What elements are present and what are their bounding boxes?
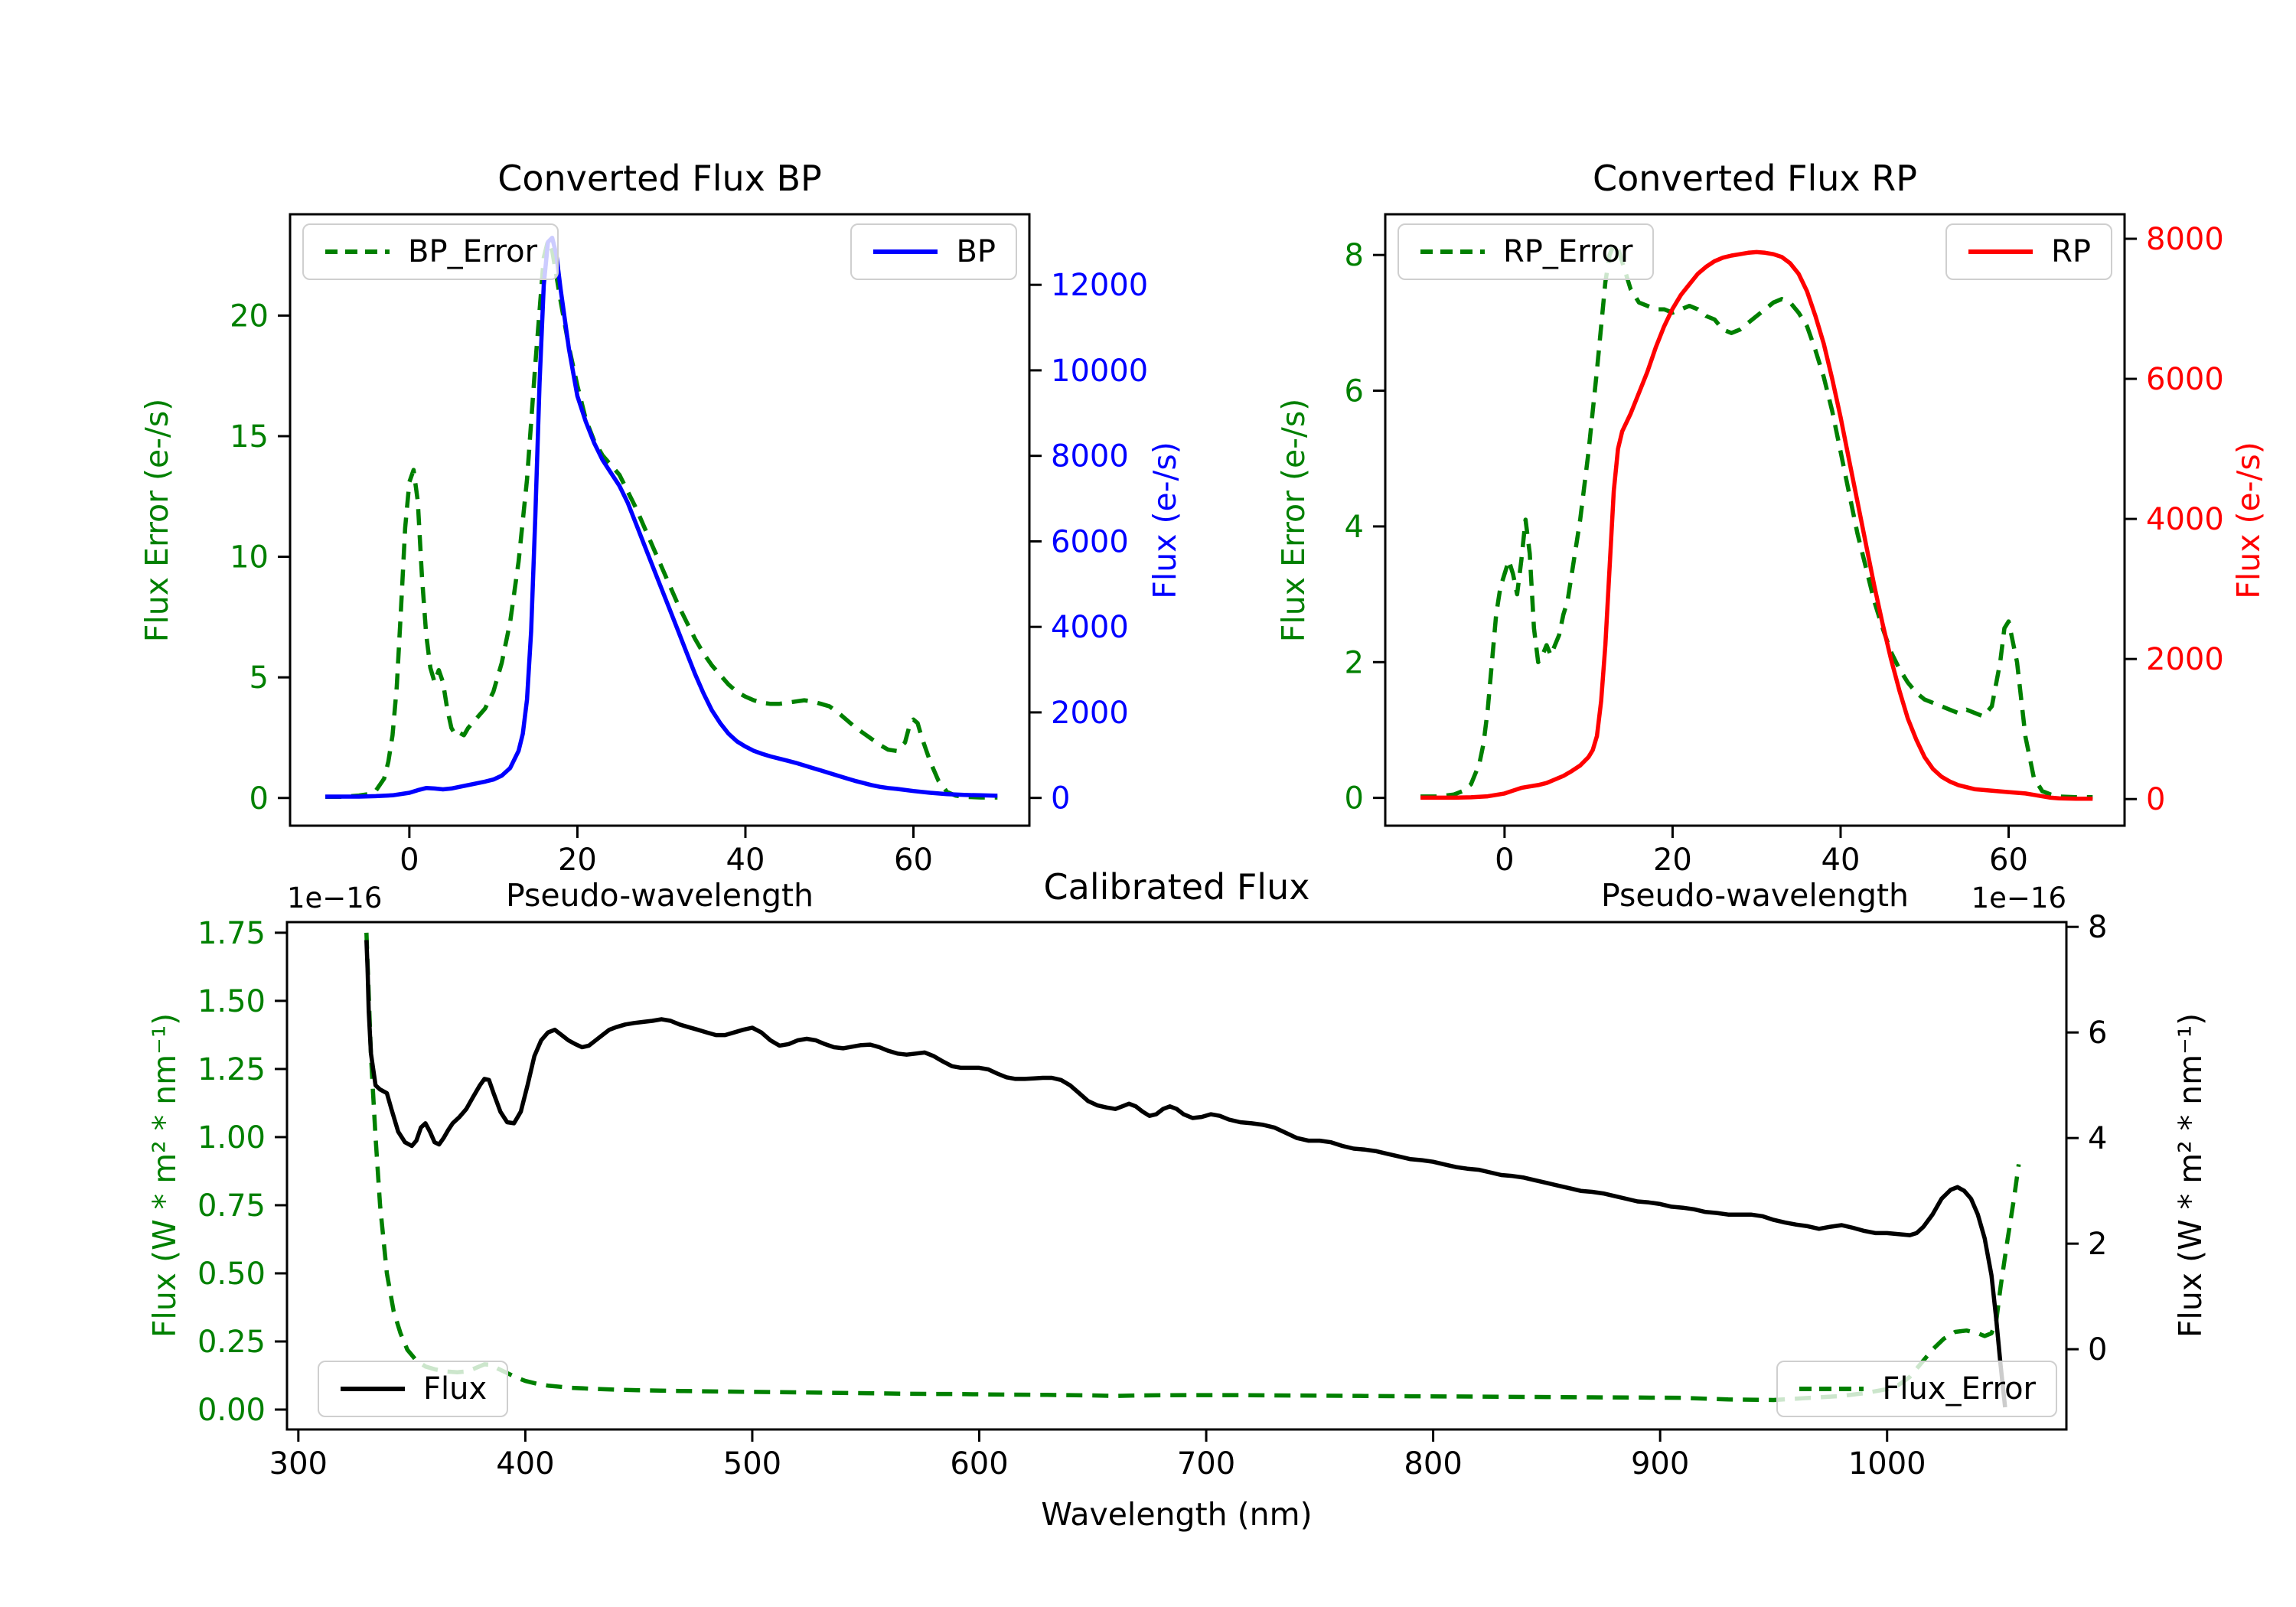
cal-ytick-right-label: 8 <box>2088 910 2107 945</box>
rp-xtick-label: 40 <box>1821 843 1861 878</box>
rp-xtick-label: 0 <box>1495 843 1514 878</box>
bp-ytick-right-label: 8000 <box>1051 439 1129 474</box>
cal-title: Calibrated Flux <box>1043 866 1310 908</box>
cal-right-axis-label: Flux (W * m² * nm⁻¹) <box>2172 1012 2209 1338</box>
bp-xtick-label: 60 <box>894 843 933 878</box>
bp-title: Converted Flux BP <box>497 158 822 199</box>
rp-panel: 0 20 40 60 0 2 4 6 8 0 2000 4000 6000 8000 RP_Error R… <box>1345 213 2224 878</box>
bp-ytick-right-label: 12000 <box>1051 268 1148 303</box>
cal-left-offset-text: 1e−16 <box>287 882 383 914</box>
flux-error-legend-sample <box>1799 1387 1864 1391</box>
rp-ytick-left-label: 8 <box>1345 238 1364 273</box>
rp-ytick-right-label: 6000 <box>2146 362 2224 397</box>
bp-ytick-right-label: 10000 <box>1051 354 1148 389</box>
cal-ytick-right-label: 0 <box>2088 1332 2107 1367</box>
rp-left-axis-label: Flux Error (e-/s) <box>1275 398 1312 643</box>
rp-error-legend-sample <box>1420 249 1485 254</box>
cal-right-offset-text: 1e−16 <box>1971 882 2066 914</box>
rp-right-axis-label: Flux (e-/s) <box>2230 442 2267 599</box>
bp-xtick-label: 20 <box>558 843 597 878</box>
rp-rp_error-line <box>1420 243 2093 800</box>
bp-ytick-right-label: 2000 <box>1051 696 1129 731</box>
cal-ytick-left-label: 0.50 <box>197 1257 266 1292</box>
flux-error-legend: Flux_Error <box>1776 1361 2057 1417</box>
cal-xtick-label: 300 <box>269 1446 328 1482</box>
cal-axes-spines <box>285 921 2068 1431</box>
bp-error-legend: BP_Error <box>302 223 559 280</box>
bp-plot-area: 0 20 40 60 0 5 10 15 20 0 2000 4000 6000 8000 10000 120… <box>230 213 1148 878</box>
bp-ytick-left-label: 5 <box>249 660 269 696</box>
flux-error-legend-label: Flux_Error <box>1882 1371 2036 1407</box>
rp-ytick-right-label: 2000 <box>2146 642 2224 677</box>
bp-ytick-left-label: 15 <box>230 419 269 455</box>
rp-plot-area: 0 20 40 60 0 2 4 6 8 0 2000 4000 6000 8000 <box>1345 213 2224 878</box>
bp-ytick-right-label: 0 <box>1051 781 1070 817</box>
flux-legend: Flux <box>318 1361 509 1417</box>
cal-xaxis-label: Wavelength (nm) <box>1041 1496 1313 1533</box>
cal-flux_error-line <box>364 932 2021 1403</box>
flux-legend-sample <box>341 1387 405 1391</box>
bp-bp-line <box>325 235 998 799</box>
bp-right-axis-label: Flux (e-/s) <box>1146 442 1183 599</box>
rp-title: Converted Flux RP <box>1593 158 1917 199</box>
bp-legend: BP <box>850 223 1017 280</box>
bp-ytick-left-label: 0 <box>249 781 269 817</box>
cal-xtick-label: 700 <box>1177 1446 1235 1482</box>
rp-ytick-left-label: 0 <box>1345 781 1364 817</box>
cal-ytick-left-label: 1.00 <box>197 1120 266 1156</box>
rp-ytick-left-label: 2 <box>1345 645 1364 680</box>
bp-xtick-label: 40 <box>726 843 765 878</box>
bp-xaxis-label: Pseudo-wavelength <box>505 877 814 914</box>
cal-flux-line <box>364 940 2007 1408</box>
bp-panel: 0 20 40 60 0 5 10 15 20 0 2000 4000 6000 8000 10000 120… <box>230 213 1148 878</box>
bp-bp_error-line <box>325 238 998 800</box>
cal-ytick-right-label: 4 <box>2088 1121 2107 1156</box>
bp-error-legend-label: BP_Error <box>408 234 538 269</box>
rp-ytick-right-label: 0 <box>2146 782 2165 817</box>
cal-ytick-left-label: 1.50 <box>197 984 266 1019</box>
cal-xtick-label: 800 <box>1404 1446 1462 1482</box>
rp-xaxis-label: Pseudo-wavelength <box>1600 877 1910 914</box>
rp-legend-label: RP <box>2051 234 2091 269</box>
cal-xtick-label: 1000 <box>1848 1446 1926 1482</box>
cal-xtick-label: 500 <box>723 1446 781 1482</box>
rp-ytick-right-label: 4000 <box>2146 502 2224 537</box>
bp-ytick-right-label: 6000 <box>1051 524 1129 559</box>
rp-ytick-left-label: 4 <box>1345 510 1364 545</box>
bp-ytick-right-label: 4000 <box>1051 610 1129 645</box>
rp-ytick-right-label: 8000 <box>2146 222 2224 257</box>
cal-ytick-right-label: 6 <box>2088 1015 2107 1051</box>
rp-xtick-label: 20 <box>1653 843 1692 878</box>
bp-left-axis-label: Flux Error (e-/s) <box>139 398 175 643</box>
bp-xtick-label: 0 <box>400 843 419 878</box>
bp-error-legend-sample <box>325 249 390 254</box>
cal-ytick-left-label: 0.00 <box>197 1393 266 1428</box>
rp-xtick-label: 60 <box>1989 843 2028 878</box>
cal-ytick-left-label: 0.75 <box>197 1188 266 1224</box>
rp-error-legend-label: RP_Error <box>1503 234 1633 269</box>
bp-ytick-left-label: 10 <box>230 540 269 575</box>
cal-left-axis-label: Flux (W * m² * nm⁻¹) <box>146 1012 183 1338</box>
cal-plot-area: 300 400 500 600 700 800 900 1000 0.00 0.25 0.50 0.7… <box>197 910 2108 1482</box>
rp-legend: RP <box>1945 223 2112 280</box>
bp-legend-sample <box>873 249 938 254</box>
cal-ytick-right-label: 2 <box>2088 1227 2107 1262</box>
cal-ytick-left-label: 1.25 <box>197 1052 266 1087</box>
bp-axes-spines <box>289 213 1031 827</box>
rp-ytick-left-label: 6 <box>1345 374 1364 409</box>
cal-xtick-label: 400 <box>496 1446 554 1482</box>
cal-ytick-left-label: 0.25 <box>197 1325 266 1360</box>
cal-ytick-left-label: 1.75 <box>197 916 266 951</box>
rp-legend-sample <box>1968 249 2033 254</box>
flux-legend-label: Flux <box>423 1371 488 1407</box>
cal-panel: 300 400 500 600 700 800 900 1000 0.00 0.25 0.50 0.7… <box>197 910 2108 1482</box>
bp-ytick-left-label: 20 <box>230 298 269 334</box>
cal-xtick-label: 600 <box>950 1446 1008 1482</box>
rp-error-legend: RP_Error <box>1397 223 1655 280</box>
rp-axes-spines <box>1384 213 2126 827</box>
bp-legend-label: BP <box>956 234 996 269</box>
rp-rp-line <box>1420 249 2093 801</box>
cal-xtick-label: 900 <box>1631 1446 1689 1482</box>
